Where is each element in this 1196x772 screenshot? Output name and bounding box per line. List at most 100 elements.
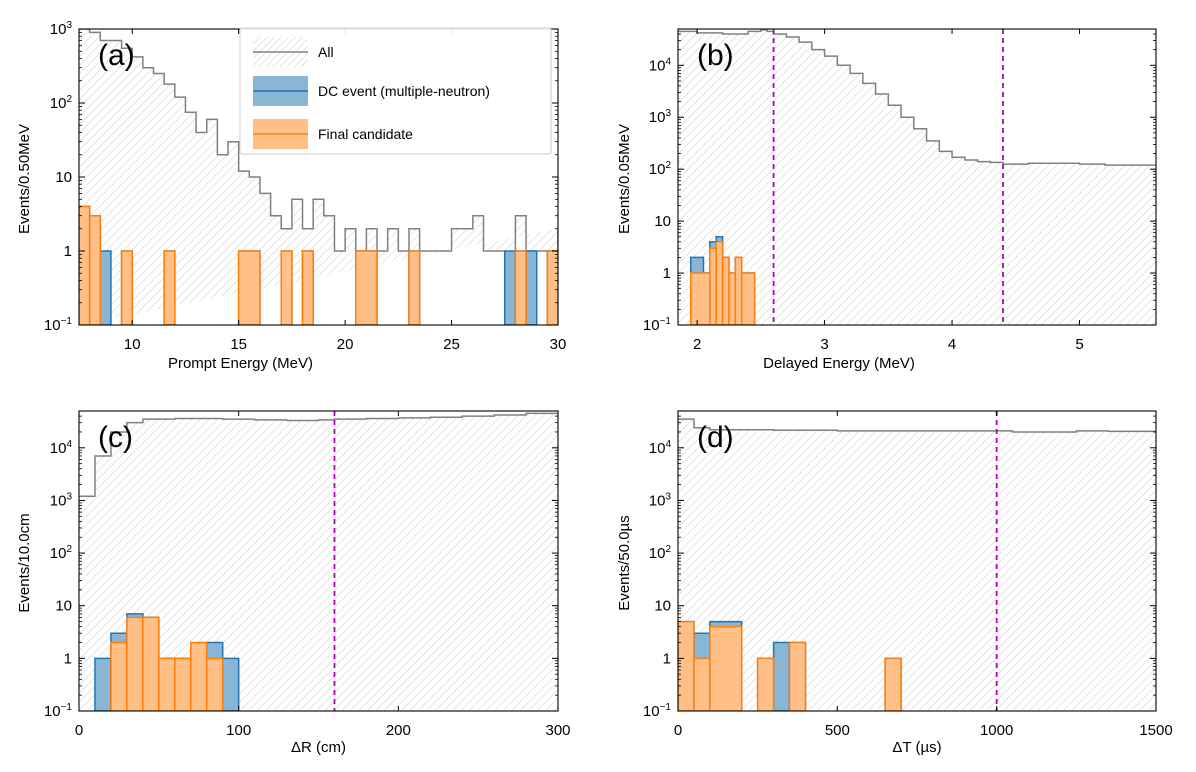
bar-final-a-6 — [301, 250, 314, 325]
x-tick-label-b-3: 5 — [1075, 336, 1083, 353]
legend-frame — [239, 27, 552, 155]
y-tick-label-b-2: 10 — [654, 213, 671, 230]
y-tick-label-d-0: 10−1 — [643, 702, 672, 720]
bar-final-b-4 — [728, 272, 737, 325]
x-tick-label-c-2: 200 — [386, 722, 411, 739]
y-tick-label-a-4: 103 — [50, 20, 73, 38]
y-axis-label-d: Events/50.0µs — [616, 515, 633, 610]
legend-label-final: Final candidate — [318, 126, 413, 142]
bar-final-c-4 — [174, 657, 192, 711]
series-all-line-b — [678, 29, 1156, 166]
y-tick-label-b-4: 103 — [649, 108, 672, 126]
y-tick-label-c-2: 10 — [55, 598, 72, 615]
bar-final-c-3 — [158, 657, 176, 711]
y-axis-label-c: Events/10.0cm — [16, 513, 33, 612]
y-tick-label-a-2: 10 — [55, 169, 72, 186]
x-tick-label-d-0: 0 — [674, 722, 682, 739]
y-tick-label-c-0: 10−1 — [44, 702, 73, 720]
bar-final-b-2 — [715, 241, 724, 325]
bar-final-a-1 — [88, 214, 102, 325]
x-tick-label-c-0: 0 — [75, 722, 83, 739]
y-axis-label-b: Events/0.05MeV — [616, 124, 633, 234]
bar-final-b-6 — [740, 272, 756, 325]
y-tick-label-b-3: 102 — [649, 160, 672, 178]
bar-final-c-6 — [205, 657, 224, 711]
bar-dc-a-12 — [525, 250, 538, 325]
bar-final-d-3 — [756, 657, 775, 711]
bar-final-a-7 — [355, 250, 378, 325]
bar-final-b-5 — [734, 256, 743, 325]
x-tick-label-a-1: 15 — [230, 336, 247, 353]
x-tick-label-a-4: 30 — [550, 336, 567, 353]
bar-final-a-0 — [79, 205, 91, 325]
series-all-fill-b — [678, 29, 1156, 325]
bar-final-c-0 — [110, 641, 128, 711]
panel-label-a: (a) — [98, 39, 135, 72]
y-tick-label-b-1: 1 — [663, 265, 671, 282]
x-tick-label-d-1: 500 — [825, 722, 850, 739]
y-tick-label-c-3: 102 — [50, 544, 73, 562]
bar-final-a-9 — [514, 250, 527, 325]
y-tick-label-a-0: 10−1 — [44, 316, 73, 334]
panel-c-delta-r: 0 100 200 300 10−1 1 10 102 103 104 (c) ΔR (cm) Even… — [16, 410, 571, 756]
series-all-line-a — [79, 29, 558, 275]
y-tick-label-c-1: 1 — [64, 650, 72, 667]
bar-final-a-4 — [237, 250, 261, 325]
y-tick-label-b-0: 10−1 — [643, 316, 672, 334]
plot-area-b — [678, 29, 1156, 325]
bar-final-b-3 — [721, 256, 730, 325]
legend: All DC event (multiple-neutron) Final ca… — [239, 27, 552, 155]
bar-final-d-0 — [678, 620, 695, 711]
y-tick-label-c-4: 103 — [50, 491, 73, 509]
y-tick-label-d-2: 10 — [654, 598, 671, 615]
panel-d-delta-t: 0 500 1000 1500 10−1 1 10 102 103 104 (d) ΔT (µs) Ev… — [616, 410, 1173, 756]
x-axis-label-d: ΔT (µs) — [892, 739, 941, 756]
bar-final-a-8 — [408, 250, 421, 325]
bar-final-c-5 — [190, 641, 208, 711]
x-tick-label-b-0: 2 — [693, 336, 701, 353]
panel-label-d: (d) — [697, 421, 734, 454]
bar-final-a-2 — [120, 250, 133, 325]
y-tick-label-a-3: 102 — [50, 94, 73, 112]
bar-final-d-2 — [709, 625, 743, 711]
y-tick-label-c-5: 104 — [50, 439, 73, 457]
bar-dc-d-4 — [772, 641, 791, 711]
bar-final-d-5 — [884, 657, 902, 711]
x-tick-label-b-1: 3 — [820, 336, 828, 353]
x-tick-label-b-2: 4 — [948, 336, 956, 353]
panel-label-c: (c) — [98, 421, 133, 454]
legend-entry-final: Final candidate — [253, 119, 413, 149]
bar-final-c-2 — [142, 616, 160, 711]
plot-area-a — [79, 29, 558, 325]
legend-label-all: All — [318, 44, 334, 60]
y-tick-label-a-1: 1 — [64, 243, 72, 260]
x-axis-label-b: Delayed Energy (MeV) — [763, 355, 915, 372]
panel-b-delayed-energy: 2 3 4 5 10−1 1 10 102 103 104 (b) Delayed Energy (M… — [616, 28, 1157, 372]
y-tick-label-d-5: 104 — [649, 439, 672, 457]
bar-dc-c-0 — [94, 657, 112, 711]
y-tick-label-d-4: 103 — [649, 491, 672, 509]
y-tick-label-d-3: 102 — [649, 544, 672, 562]
legend-entry-all: All — [253, 37, 334, 67]
plot-area-c — [79, 412, 558, 711]
bar-final-d-1 — [693, 657, 711, 711]
series-all-line-d — [678, 418, 1156, 433]
bar-dc-c-8 — [221, 657, 240, 711]
bar-final-a-5 — [280, 250, 293, 325]
bar-final-a-10 — [546, 250, 558, 325]
panel-a-prompt-energy: 10 15 20 25 30 10−1 1 10 102 103 (a) Prompt Energy … — [16, 20, 566, 372]
legend-label-dc: DC event (multiple-neutron) — [318, 83, 490, 99]
series-all-line-c — [79, 412, 558, 498]
series-all-fill-d — [678, 419, 1156, 711]
y-tick-label-b-5: 104 — [649, 56, 672, 74]
bar-final-d-4 — [788, 641, 807, 711]
x-tick-label-d-2: 1000 — [980, 722, 1013, 739]
x-axis-label-c: ΔR (cm) — [291, 739, 346, 756]
bar-final-a-3 — [163, 250, 176, 325]
x-tick-label-a-2: 20 — [337, 336, 354, 353]
x-tick-label-c-1: 100 — [226, 722, 251, 739]
x-tick-label-d-3: 1500 — [1139, 722, 1172, 739]
x-tick-label-a-0: 10 — [124, 336, 141, 353]
x-tick-label-a-3: 25 — [443, 336, 460, 353]
